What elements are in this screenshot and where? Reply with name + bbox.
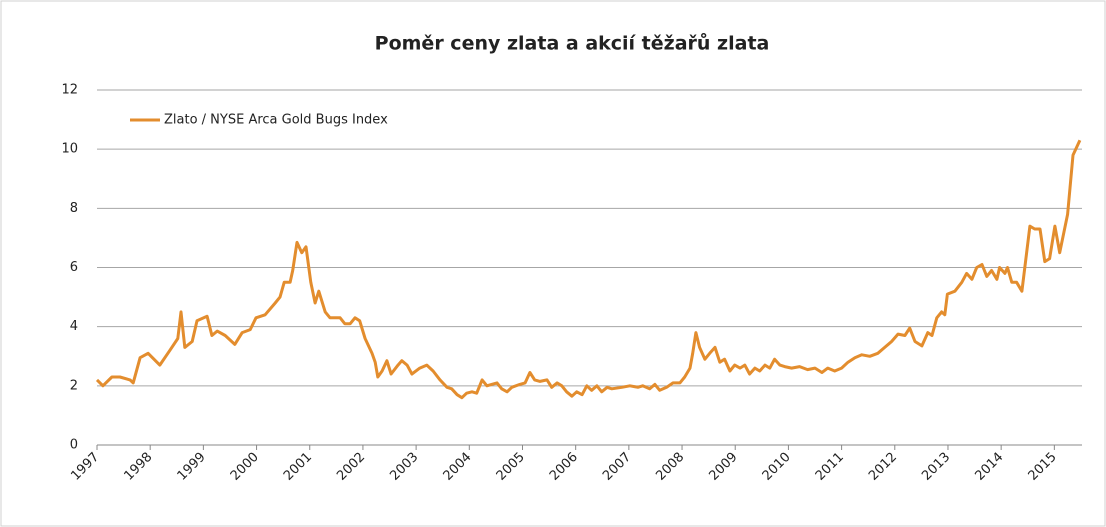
y-tick-label: 4 bbox=[70, 319, 78, 334]
y-tick-label: 0 bbox=[70, 438, 78, 453]
y-tick-label: 2 bbox=[70, 378, 78, 393]
y-tick-label: 6 bbox=[70, 260, 78, 275]
y-tick-label: 10 bbox=[61, 142, 78, 157]
y-tick-label: 8 bbox=[70, 201, 78, 216]
legend-label: Zlato / NYSE Arca Gold Bugs Index bbox=[164, 113, 388, 128]
chart-title: Poměr ceny zlata a akcií těžařů zlata bbox=[375, 32, 770, 55]
data-line bbox=[95, 139, 1082, 400]
y-tick-label: 12 bbox=[61, 83, 78, 98]
